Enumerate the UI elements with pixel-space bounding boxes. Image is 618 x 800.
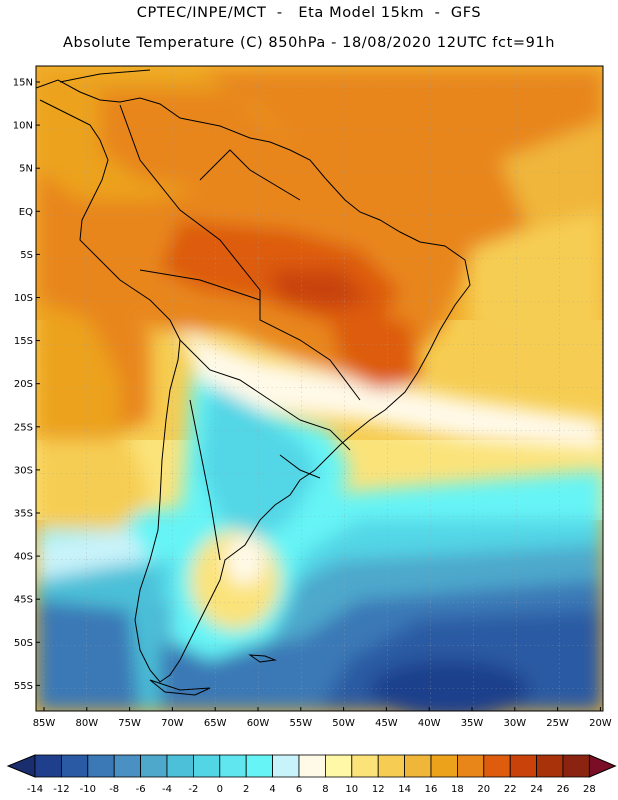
coastline-south-america (36, 79, 471, 683)
lon-label: 65W (204, 718, 227, 729)
lat-label: 45S (14, 595, 33, 606)
colorbar-label: 20 (477, 784, 490, 795)
colorbar-swatch (351, 754, 379, 778)
colorbar-label: -8 (109, 784, 119, 795)
tierra-del-fuego (149, 679, 211, 696)
title-line-1: CPTEC/INPE/MCT - Eta Model 15km - GFS (136, 5, 482, 21)
lat-label: 50S (14, 638, 33, 649)
lat-label: 25S (14, 422, 33, 433)
country-border (139, 269, 261, 301)
temperature-field (36, 66, 603, 711)
country-border (179, 339, 301, 421)
colorbar-label: -12 (53, 784, 69, 795)
lat-label: 30S (14, 465, 33, 476)
lat-label: 15N (13, 78, 33, 89)
lon-label: 20W (589, 718, 612, 729)
colorbar-label: 4 (269, 784, 275, 795)
lat-label: 10N (13, 121, 33, 132)
lon-label: 50W (332, 718, 355, 729)
latitude-axis: 15N 10N 5N EQ 5S 10S 15S 20S 25S 30S 35S 40S 45S 50S 5… (13, 78, 40, 692)
colorbar-swatch (509, 754, 538, 778)
colorbar-swatch (87, 754, 115, 778)
colorbar-swatch (192, 754, 221, 778)
lon-label: 80W (75, 718, 98, 729)
falkland-islands (248, 654, 277, 663)
colorbar-label: 16 (425, 784, 438, 795)
colorbar-swatch (113, 754, 141, 778)
colorbar-swatch (272, 754, 300, 778)
colorbar-label: -4 (162, 784, 172, 795)
lon-label: 60W (247, 718, 270, 729)
lat-label: 10S (14, 293, 33, 304)
colorbar-swatch (245, 754, 273, 778)
lon-label: 40W (418, 718, 441, 729)
lat-label: 5S (20, 250, 33, 261)
colorbar-label: 18 (451, 784, 464, 795)
lat-label: 40S (14, 552, 33, 563)
colorbar-label: 22 (504, 784, 517, 795)
map-frame (35, 65, 604, 712)
colorbar-low-arrow (6, 754, 36, 778)
colorbar-swatch (456, 754, 485, 778)
colorbar-label: 0 (217, 784, 223, 795)
rio-de-la-plata (279, 454, 321, 479)
colorbar-swatch (404, 754, 432, 778)
colorbar-swatch (34, 754, 62, 778)
lat-label: 5N (19, 164, 33, 175)
colorbar-label: -6 (136, 784, 146, 795)
colorbar: -14 -12 -10 -8 -6 -4 -2 0 2 4 6 8 10 12 14 16 18 20 22 24 26… (6, 754, 617, 795)
colorbar-swatch (140, 754, 168, 778)
colorbar-label: 2 (243, 784, 249, 795)
lat-label: 20S (14, 379, 33, 390)
country-border (199, 149, 301, 201)
colorbar-high-arrow (588, 754, 617, 778)
colorbar-label: -2 (188, 784, 198, 795)
colorbar-label: 26 (557, 784, 570, 795)
lon-label: 75W (118, 718, 141, 729)
colorbar-swatch (298, 754, 326, 778)
colorbar-swatch (219, 754, 247, 778)
country-border (299, 419, 351, 451)
lat-label: 55S (14, 681, 33, 692)
country-border (119, 104, 361, 401)
lat-label: 15S (14, 336, 33, 347)
colorbar-swatch (324, 754, 353, 778)
colorbar-label: 28 (583, 784, 596, 795)
colorbar-swatch (61, 754, 89, 778)
colorbar-swatch (483, 754, 511, 778)
longitude-axis: 85W 80W 75W 70W 65W 60W 55W 50W 45W 40W 35W 30W 25W 2… (33, 707, 612, 729)
lon-label: 55W (289, 718, 312, 729)
colorbar-swatch (166, 754, 194, 778)
colorbar-label: 24 (530, 784, 543, 795)
title-line-2: Absolute Temperature (C) 850hPa - 18/08/… (62, 35, 556, 51)
lon-label: 70W (161, 718, 184, 729)
colorbar-label: 14 (398, 784, 411, 795)
colorbar-swatch (536, 754, 564, 778)
lat-label: 35S (14, 509, 33, 520)
lon-label: 35W (461, 718, 484, 729)
caribbean-coast (59, 69, 151, 83)
colorbar-swatch (562, 754, 590, 778)
lon-label: 45W (375, 718, 398, 729)
colorbar-label: 10 (345, 784, 358, 795)
country-border (189, 399, 221, 561)
colorbar-label: 12 (372, 784, 385, 795)
colorbar-swatch (377, 754, 406, 778)
lon-label: 30W (503, 718, 526, 729)
colorbar-label: 8 (322, 784, 328, 795)
lat-label: EQ (19, 207, 33, 218)
colorbar-label: -10 (80, 784, 96, 795)
lon-label: 25W (546, 718, 569, 729)
colorbar-label: 6 (296, 784, 302, 795)
colorbar-swatch (430, 754, 458, 778)
lon-label: 85W (33, 718, 56, 729)
colorbar-label: -14 (27, 784, 43, 795)
